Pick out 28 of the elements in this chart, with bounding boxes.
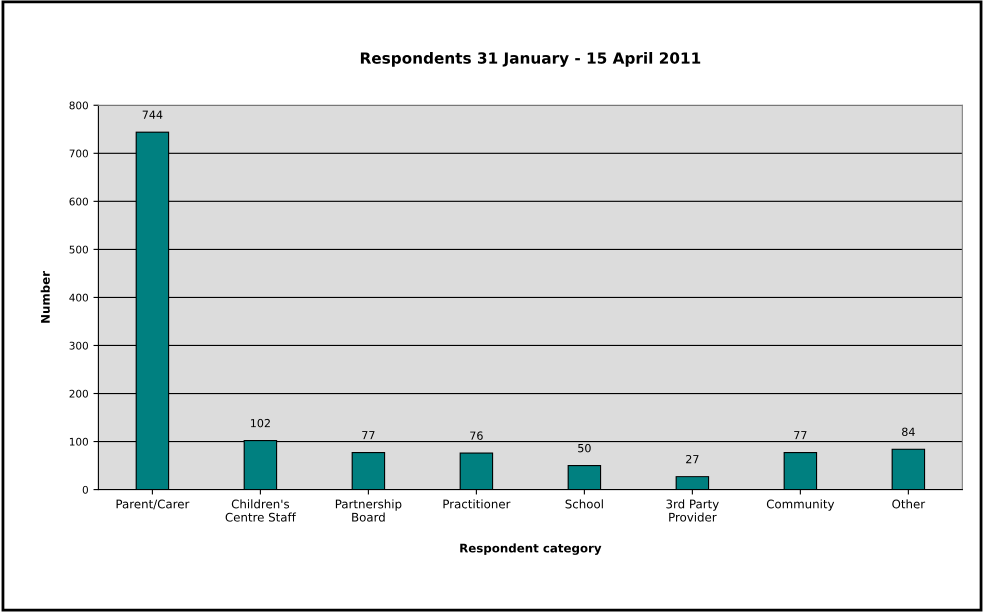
x-tick-label: Parent/Carer: [116, 500, 190, 510]
x-tick-label: Partnership Board: [336, 499, 402, 522]
y-tick-label: 400: [69, 294, 88, 302]
data-label: 27: [686, 454, 698, 464]
y-tick-label: 600: [70, 198, 88, 206]
y-tick-label: 0: [82, 486, 88, 494]
x-tick-label: Other: [892, 499, 926, 508]
y-tick-label: 200: [70, 390, 88, 398]
x-axis-title: Respondent category: [460, 543, 602, 555]
y-tick-label: 100: [70, 438, 88, 446]
x-tick-label: School: [566, 499, 603, 508]
x-tick-label: Children's Centre Staff: [226, 499, 296, 522]
data-label: 102: [251, 418, 270, 428]
y-axis-title: Number: [40, 271, 50, 323]
data-label: 76: [470, 431, 483, 440]
y-tick-label: 700: [70, 150, 88, 158]
data-label: 77: [794, 431, 806, 440]
y-tick-label: 300: [70, 342, 88, 350]
x-tick-label: 3rd Party Provider: [666, 499, 719, 522]
data-label: 84: [902, 428, 915, 436]
data-label: 77: [362, 431, 375, 440]
chart-title: Respondents 31 January - 15 April 2011: [360, 52, 700, 67]
data-label: 744: [142, 110, 162, 119]
x-tick-label: Community: [766, 499, 834, 511]
y-tick-label: 800: [70, 101, 88, 110]
data-label: 50: [578, 444, 591, 452]
x-tick-label: Practitioner: [443, 499, 510, 508]
y-tick-label: 500: [70, 246, 88, 254]
